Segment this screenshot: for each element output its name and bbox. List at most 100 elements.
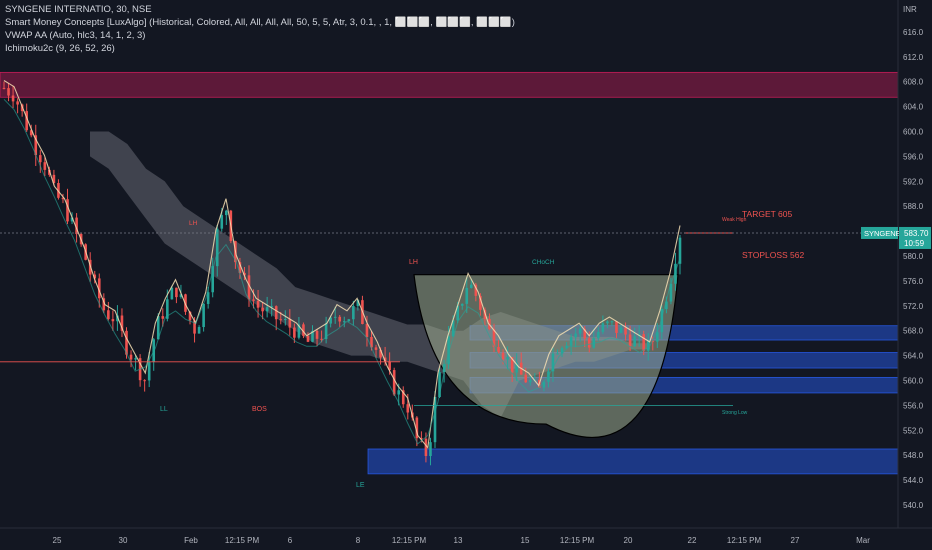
candle-body [283,319,287,321]
candle-body [406,404,410,413]
stoploss-label: STOPLOSS 562 [742,250,804,260]
candle-body [107,310,110,320]
candle [642,330,646,356]
candle-body [147,361,151,381]
cup-shape [413,274,679,439]
candle-body [7,88,10,96]
candle-body [397,390,401,395]
candle [202,302,205,332]
candle-body [342,321,346,323]
candle [606,320,609,329]
time-tick-label: 12:15 PM [392,536,427,545]
price-tick-label: 560.0 [903,377,924,386]
candle-body [560,347,564,354]
candle-body [329,317,332,324]
candle [16,98,19,114]
candle [215,224,219,277]
candle-body [302,324,305,336]
candle [111,310,115,331]
candle-body [356,300,360,306]
candle [528,375,532,386]
candle-body [102,298,106,311]
candle-body [16,101,19,105]
candle-body [370,336,373,348]
candle-body [261,307,264,312]
candle [542,380,546,392]
price-tick-label: 596.0 [903,152,924,161]
candle-body [297,324,301,338]
candle [624,322,627,341]
ichimoku-indicator-label[interactable]: Ichimoku2c (9, 26, 52, 26) [5,43,115,54]
price-tick-label: 556.0 [903,401,924,410]
candle [29,124,33,138]
candle-body [624,327,627,335]
candle-body [93,274,97,279]
candle-body [306,335,310,342]
candle-body [34,135,38,156]
time-tick-label: 27 [791,536,800,545]
lagging-line [3,98,681,445]
candle [578,324,582,342]
candle [460,303,464,310]
candle-body [256,300,260,308]
candle [7,83,10,102]
candle [560,346,564,358]
candle [38,150,42,173]
candle [352,300,355,326]
candle-body [656,332,659,342]
candle-body [660,309,664,333]
candle-body [524,374,528,383]
candle [433,391,437,449]
candle [479,293,482,316]
price-tick-label: 612.0 [903,53,924,62]
candle [283,310,287,326]
currency-label: INR [903,5,917,14]
price-tick-label: 540.0 [903,501,924,510]
candle-body [606,321,609,324]
candle-body [601,323,605,332]
lh-label: LH [409,259,418,266]
base-line [3,80,681,450]
candle [197,325,201,334]
candle [342,316,346,328]
candle [492,323,496,353]
candle [633,327,636,348]
candle-body [247,275,251,300]
candle [365,315,369,347]
candle-body [111,319,115,322]
candle [161,308,165,327]
price-tick-label: 616.0 [903,28,924,37]
candle-body [665,301,668,310]
candle-body [456,305,459,321]
candle-body [401,390,405,405]
time-tick-label: 12:15 PM [225,536,260,545]
candle [143,379,146,392]
candle [324,316,328,344]
time-tick-label: 15 [521,536,530,545]
candle [510,356,514,382]
countdown-value: 10:59 [904,239,925,248]
candle-body [388,361,391,371]
time-tick-label: Mar [856,536,870,545]
candle-body [365,324,369,337]
time-tick-label: 20 [624,536,633,545]
candle [551,347,555,382]
candle-body [265,307,269,312]
candle [610,320,614,326]
candle-body [238,262,242,273]
price-tick-label: 604.0 [903,103,924,112]
candle [2,81,6,90]
strong-low-label: Strong Low [722,410,748,416]
candle-body [610,321,614,323]
candle-body [202,303,205,328]
price-tag [899,226,931,249]
smc-indicator-label[interactable]: Smart Money Concepts [LuxAlgo] (Historic… [5,17,515,28]
candle [569,333,573,355]
vwap-indicator-label[interactable]: VWAP AA (Auto, hlc3, 14, 1, 2, 3) [5,30,146,41]
time-tick-label: 12:15 PM [560,536,595,545]
candle-body [311,330,314,342]
candle-body [179,294,183,298]
candle [302,322,305,339]
candle-body [274,306,278,320]
